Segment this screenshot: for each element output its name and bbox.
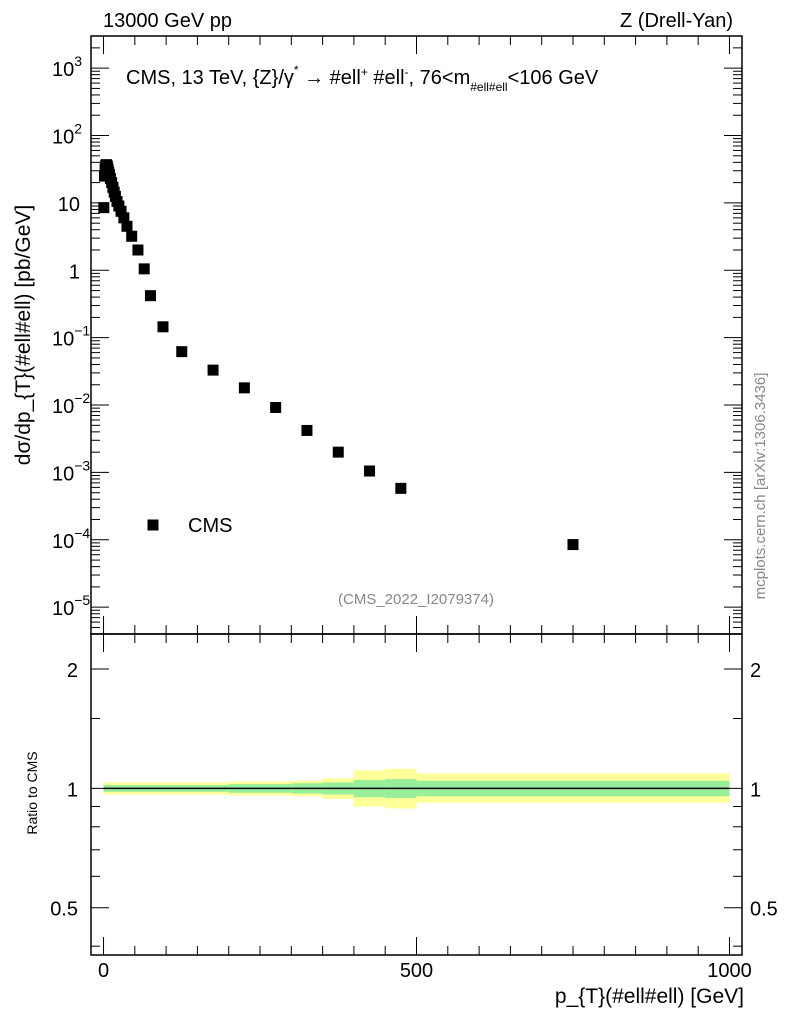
ratio-ytick-label: 0.5 <box>50 899 78 921</box>
ratio-ytick-label-right: 0.5 <box>750 899 778 921</box>
xtick-label: 0 <box>98 960 109 982</box>
ratio-ytick-label-right: 2 <box>750 660 761 682</box>
data-point <box>118 212 130 224</box>
header-right: Z (Drell-Yan) <box>620 10 733 32</box>
data-point <box>132 244 144 256</box>
legend-label: CMS <box>188 515 232 537</box>
data-point <box>126 230 138 242</box>
x-axis-label: p_{T}(#ell#ell) [GeV] <box>555 985 744 1008</box>
data-point <box>395 482 407 494</box>
main-points <box>98 159 579 551</box>
data-point <box>567 539 579 551</box>
data-point <box>176 346 188 358</box>
data-point <box>144 290 156 302</box>
xtick-label: 1000 <box>707 960 752 982</box>
main-ytick-label: 10−4 <box>52 525 90 553</box>
main-ytick-label: 10−5 <box>52 592 90 620</box>
plot-title: CMS, 13 TeV, {Z}/γ* → #ell+ #ell-, 76<m#… <box>126 63 599 94</box>
main-panel: 10−5 10−4 10−3 10−2 10−1 1 10 102 103 CMS, 13 Te… <box>12 35 743 635</box>
ratio-ylabel: Ratio to CMS <box>24 751 40 834</box>
main-ylabel: dσ/dp_{T}(#ell#ell) [pb/GeV] <box>12 205 35 465</box>
main-ytick-label: 10−1 <box>52 323 90 351</box>
main-frame <box>90 35 743 635</box>
analysis-watermark: (CMS_2022_I2079374) <box>338 591 494 608</box>
main-ytick-label: 1 <box>69 261 80 283</box>
data-point <box>238 382 250 394</box>
main-ytick-label: 103 <box>52 53 82 81</box>
main-ytick-label: 10−2 <box>52 390 90 418</box>
data-point <box>115 205 127 217</box>
legend-marker <box>147 519 159 531</box>
ratio-bands <box>103 768 730 809</box>
main-ticks: 10−5 10−4 10−3 10−2 10−1 1 10 102 103 <box>52 35 742 634</box>
ratio-ytick-label-right: 1 <box>750 779 761 801</box>
header-left: 13000 GeV pp <box>103 10 232 32</box>
ratio-frame <box>90 633 743 956</box>
data-point <box>98 202 110 214</box>
ratio-ytick-label: 1 <box>67 779 78 801</box>
main-ytick-label: 102 <box>52 121 82 149</box>
data-point <box>157 321 169 333</box>
ratio-ytick-label: 2 <box>67 660 78 682</box>
data-point <box>121 220 133 232</box>
main-ytick-label: 10 <box>58 194 80 216</box>
ratio-ticks: 0 500 1000 0.5 0.5 1 1 2 2 <box>50 634 778 982</box>
xtick-label: 500 <box>400 960 433 982</box>
main-ytick-label: 10−3 <box>52 457 90 485</box>
data-point <box>207 364 219 376</box>
data-point <box>332 446 344 458</box>
side-credit: mcplots.cern.ch [arXiv:1306.3436] <box>752 373 769 600</box>
data-point <box>364 465 376 477</box>
data-point <box>301 424 313 436</box>
data-point <box>270 401 282 413</box>
ratio-panel: 0 500 1000 0.5 0.5 1 1 2 2 Ratio to CMS <box>24 633 778 982</box>
data-point <box>138 263 150 275</box>
